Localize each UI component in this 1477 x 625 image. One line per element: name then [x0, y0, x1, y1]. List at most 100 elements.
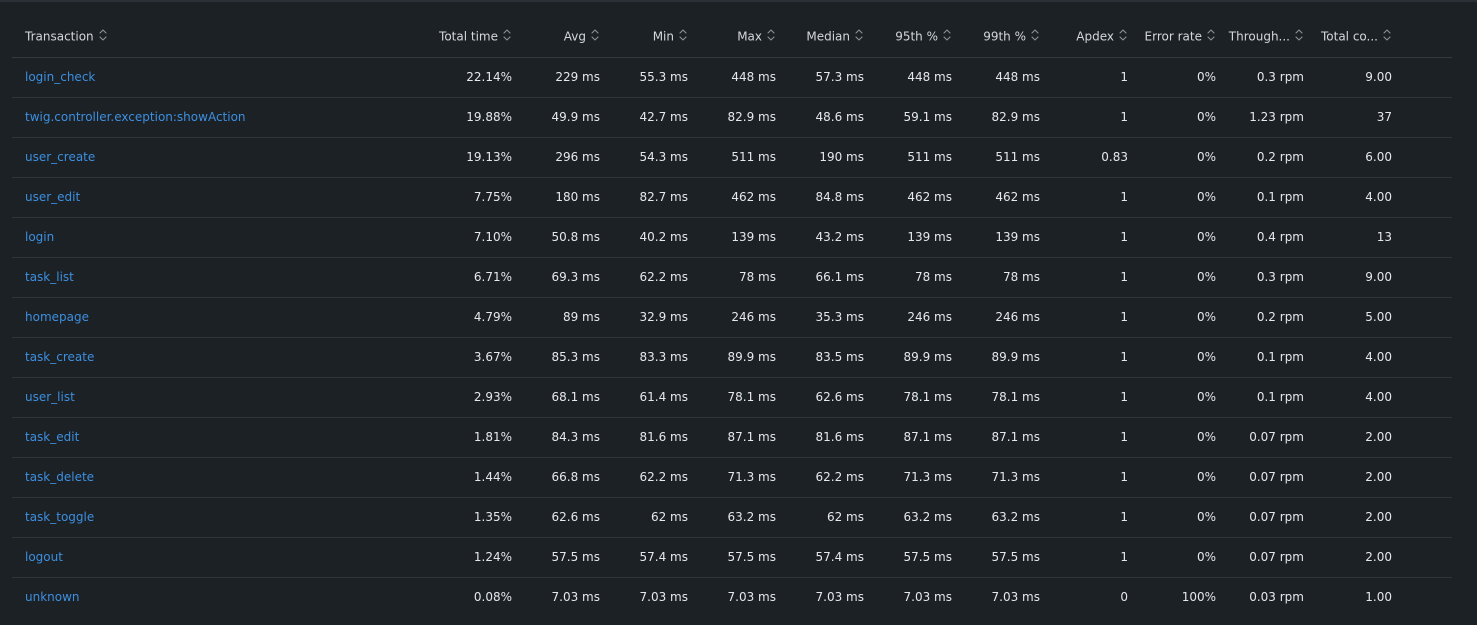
sort-updown-icon[interactable]	[854, 28, 864, 42]
min-cell: 81.6 ms	[600, 417, 688, 458]
transaction-link[interactable]: task_list	[25, 270, 74, 284]
row-spacer	[1392, 257, 1452, 298]
total-time-cell: 7.75%	[436, 177, 512, 218]
transaction-link[interactable]: homepage	[25, 310, 89, 324]
row-spacer	[1392, 217, 1452, 258]
p95-cell: 7.03 ms	[903, 590, 952, 605]
max-cell: 82.9 ms	[688, 97, 776, 138]
median-cell: 84.8 ms	[776, 177, 864, 218]
transaction-link[interactable]: unknown	[25, 590, 80, 605]
apdex-cell: 1	[1040, 497, 1128, 538]
sort-updown-icon[interactable]	[502, 28, 512, 42]
column-header-min[interactable]: Min	[600, 15, 688, 58]
p95-cell: 89.9 ms	[864, 337, 952, 378]
p99-cell: 462 ms	[952, 177, 1040, 218]
total-time-cell: 1.44%	[436, 457, 512, 498]
p95-cell: 78 ms	[864, 257, 952, 298]
total-count-cell: 4.00	[1304, 337, 1392, 378]
sort-updown-icon[interactable]	[942, 28, 952, 42]
row-spacer	[1392, 97, 1452, 138]
column-header-label: Through...	[1228, 29, 1290, 43]
avg-cell: 62.6 ms	[512, 497, 600, 538]
sort-updown-icon[interactable]	[1294, 28, 1304, 42]
column-header-p95[interactable]: 95th %	[864, 15, 952, 58]
column-header-label: Median	[806, 29, 850, 43]
column-header-avg[interactable]: Avg	[512, 15, 600, 58]
table-row: login 7.10% 50.8 ms 40.2 ms 139 ms 43.2 ms 139…	[12, 217, 1452, 258]
column-header-median[interactable]: Median	[776, 15, 864, 58]
column-header-total-time[interactable]: Total time	[436, 15, 512, 58]
sort-updown-icon[interactable]	[1382, 28, 1392, 42]
p99-cell: 87.1 ms	[952, 417, 1040, 458]
min-cell: 62 ms	[600, 497, 688, 538]
min-cell: 82.7 ms	[600, 177, 688, 218]
transaction-link[interactable]: user_create	[25, 150, 96, 164]
p95-cell: 246 ms	[864, 297, 952, 338]
p99-cell: 511 ms	[952, 137, 1040, 178]
column-header-p99[interactable]: 99th %	[952, 15, 1040, 58]
transaction-link[interactable]: task_edit	[25, 430, 80, 444]
table-row: task_edit 1.81% 84.3 ms 81.6 ms 87.1 ms 81.6 …	[12, 417, 1452, 458]
p99-cell: 82.9 ms	[952, 97, 1040, 138]
row-spacer	[1392, 457, 1452, 498]
p99-cell: 448 ms	[952, 57, 1040, 98]
column-header-apdex[interactable]: Apdex	[1040, 15, 1128, 58]
transaction-link[interactable]: twig.controller.exception:showAction	[25, 110, 246, 124]
apdex-cell: 1	[1040, 297, 1128, 338]
table-row: task_create 3.67% 85.3 ms 83.3 ms 89.9 ms 83.…	[12, 337, 1452, 378]
min-cell: 61.4 ms	[600, 377, 688, 418]
max-cell: 71.3 ms	[688, 457, 776, 498]
transactions-table: Transaction Total time Avg Min Max Median 95th…	[12, 15, 1452, 617]
median-cell: 83.5 ms	[776, 337, 864, 378]
column-header-label: Total time	[439, 29, 498, 43]
min-cell: 7.03 ms	[639, 590, 688, 605]
error-rate-cell: 0%	[1128, 297, 1216, 338]
avg-cell: 66.8 ms	[512, 457, 600, 498]
transaction-link[interactable]: user_edit	[25, 190, 81, 204]
table-body: login_check 22.14% 229 ms 55.3 ms 448 ms 57.3…	[12, 57, 1452, 617]
transaction-link[interactable]: logout	[25, 550, 63, 564]
apdex-cell: 1	[1040, 377, 1128, 418]
total-count-cell: 2.00	[1304, 457, 1392, 498]
row-spacer	[1392, 497, 1452, 538]
sort-updown-icon[interactable]	[1118, 28, 1128, 42]
min-cell: 62.2 ms	[600, 457, 688, 498]
throughput-cell: 0.1 rpm	[1216, 177, 1304, 218]
total-count-cell: 37	[1304, 97, 1392, 138]
sort-updown-icon[interactable]	[98, 28, 108, 42]
sort-updown-icon[interactable]	[766, 28, 776, 42]
transaction-cell: user_create	[12, 137, 436, 178]
column-header-error-rate[interactable]: Error rate	[1128, 15, 1216, 58]
table-row: user_edit 7.75% 180 ms 82.7 ms 462 ms 84.8 ms…	[12, 177, 1452, 218]
column-header-max[interactable]: Max	[688, 15, 776, 58]
transaction-link[interactable]: user_list	[25, 390, 75, 404]
avg-cell: 7.03 ms	[551, 590, 600, 605]
column-header-throughput[interactable]: Through...	[1216, 15, 1304, 58]
max-cell: 89.9 ms	[688, 337, 776, 378]
transaction-link[interactable]: task_toggle	[25, 510, 95, 524]
column-header-label: Transaction	[25, 29, 94, 43]
p95-cell: 59.1 ms	[864, 97, 952, 138]
transaction-link[interactable]: task_create	[25, 350, 95, 364]
median-cell: 62 ms	[776, 497, 864, 538]
avg-cell: 68.1 ms	[512, 377, 600, 418]
max-cell: 63.2 ms	[688, 497, 776, 538]
row-spacer	[1392, 137, 1452, 178]
transaction-link[interactable]: task_delete	[25, 470, 95, 484]
total-time-cell: 4.79%	[436, 297, 512, 338]
column-header-total-count[interactable]: Total co...	[1304, 15, 1392, 58]
sort-updown-icon[interactable]	[678, 28, 688, 42]
transaction-link[interactable]: login_check	[25, 70, 96, 84]
error-rate-cell: 0%	[1128, 497, 1216, 538]
apdex-cell: 1	[1040, 57, 1128, 98]
sort-updown-icon[interactable]	[1030, 28, 1040, 42]
transaction-link[interactable]: login	[25, 230, 55, 244]
min-cell: 55.3 ms	[600, 57, 688, 98]
column-header-transaction[interactable]: Transaction	[12, 15, 436, 58]
median-cell: 62.6 ms	[776, 377, 864, 418]
median-cell: 81.6 ms	[776, 417, 864, 458]
throughput-cell: 0.2 rpm	[1216, 137, 1304, 178]
sort-updown-icon[interactable]	[590, 28, 600, 42]
transaction-cell: logout	[12, 537, 436, 578]
sort-updown-icon[interactable]	[1206, 28, 1216, 42]
